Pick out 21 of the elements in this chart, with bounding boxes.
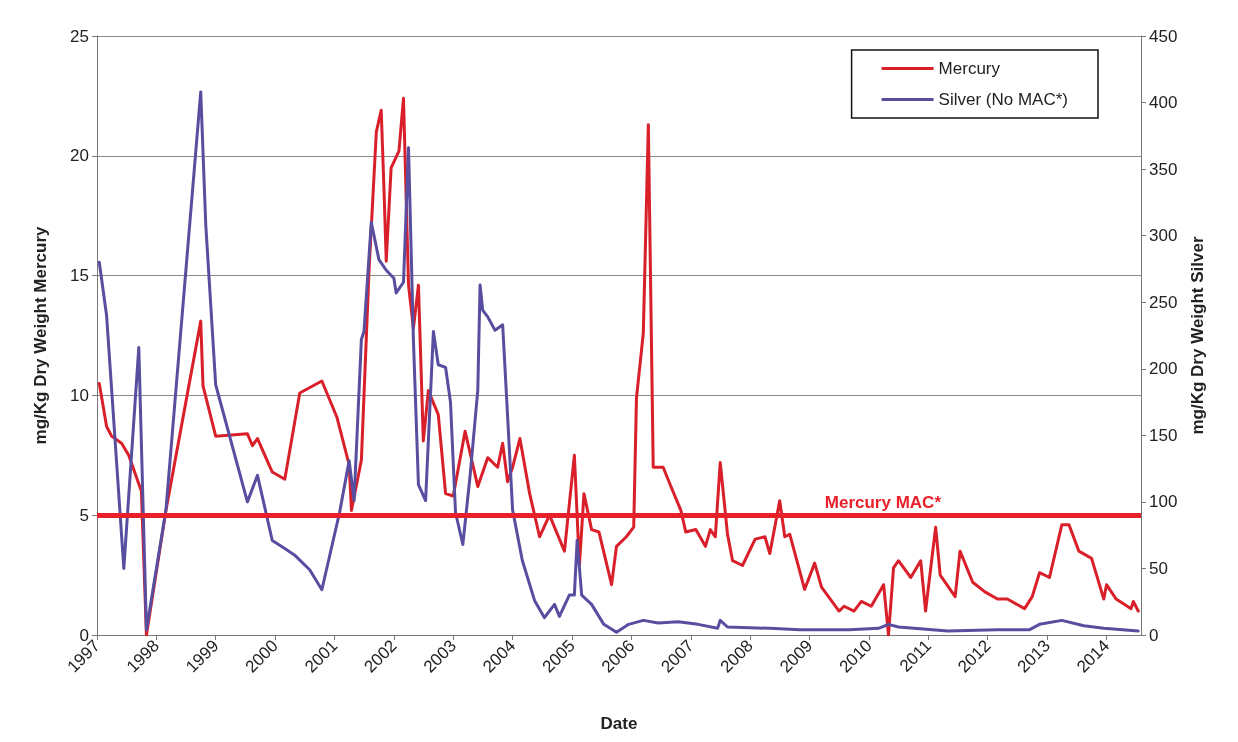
- y-tick-label: 25: [70, 26, 89, 46]
- y-tick-label: 10: [70, 385, 89, 405]
- y2-tick-label: 350: [1149, 159, 1178, 179]
- y2-tick-label: 200: [1149, 359, 1178, 379]
- y-axis-title: mg/Kg Dry Weight Mercury: [31, 226, 50, 445]
- y-tick-label: 20: [70, 146, 89, 166]
- y2-tick-label: 450: [1149, 26, 1178, 46]
- y2-tick-label: 150: [1149, 425, 1178, 445]
- y2-tick-label: 0: [1149, 625, 1159, 645]
- y2-tick-label: 50: [1149, 558, 1168, 578]
- y-tick-label: 5: [79, 505, 89, 525]
- x-axis-title: Date: [600, 714, 638, 733]
- ref-line-label: Mercury MAC*: [824, 493, 942, 513]
- y2-tick-label: 400: [1149, 93, 1178, 113]
- legend-label: Silver (No MAC*): [938, 90, 1069, 109]
- y2-axis-title: mg/Kg Dry Weight Silver: [1188, 236, 1207, 435]
- y2-tick-label: 100: [1149, 492, 1178, 512]
- y-tick-label: 15: [70, 266, 89, 286]
- y2-tick-label: 250: [1149, 292, 1178, 312]
- legend-label: Mercury: [938, 59, 1001, 78]
- y2-tick-label: 300: [1149, 226, 1178, 246]
